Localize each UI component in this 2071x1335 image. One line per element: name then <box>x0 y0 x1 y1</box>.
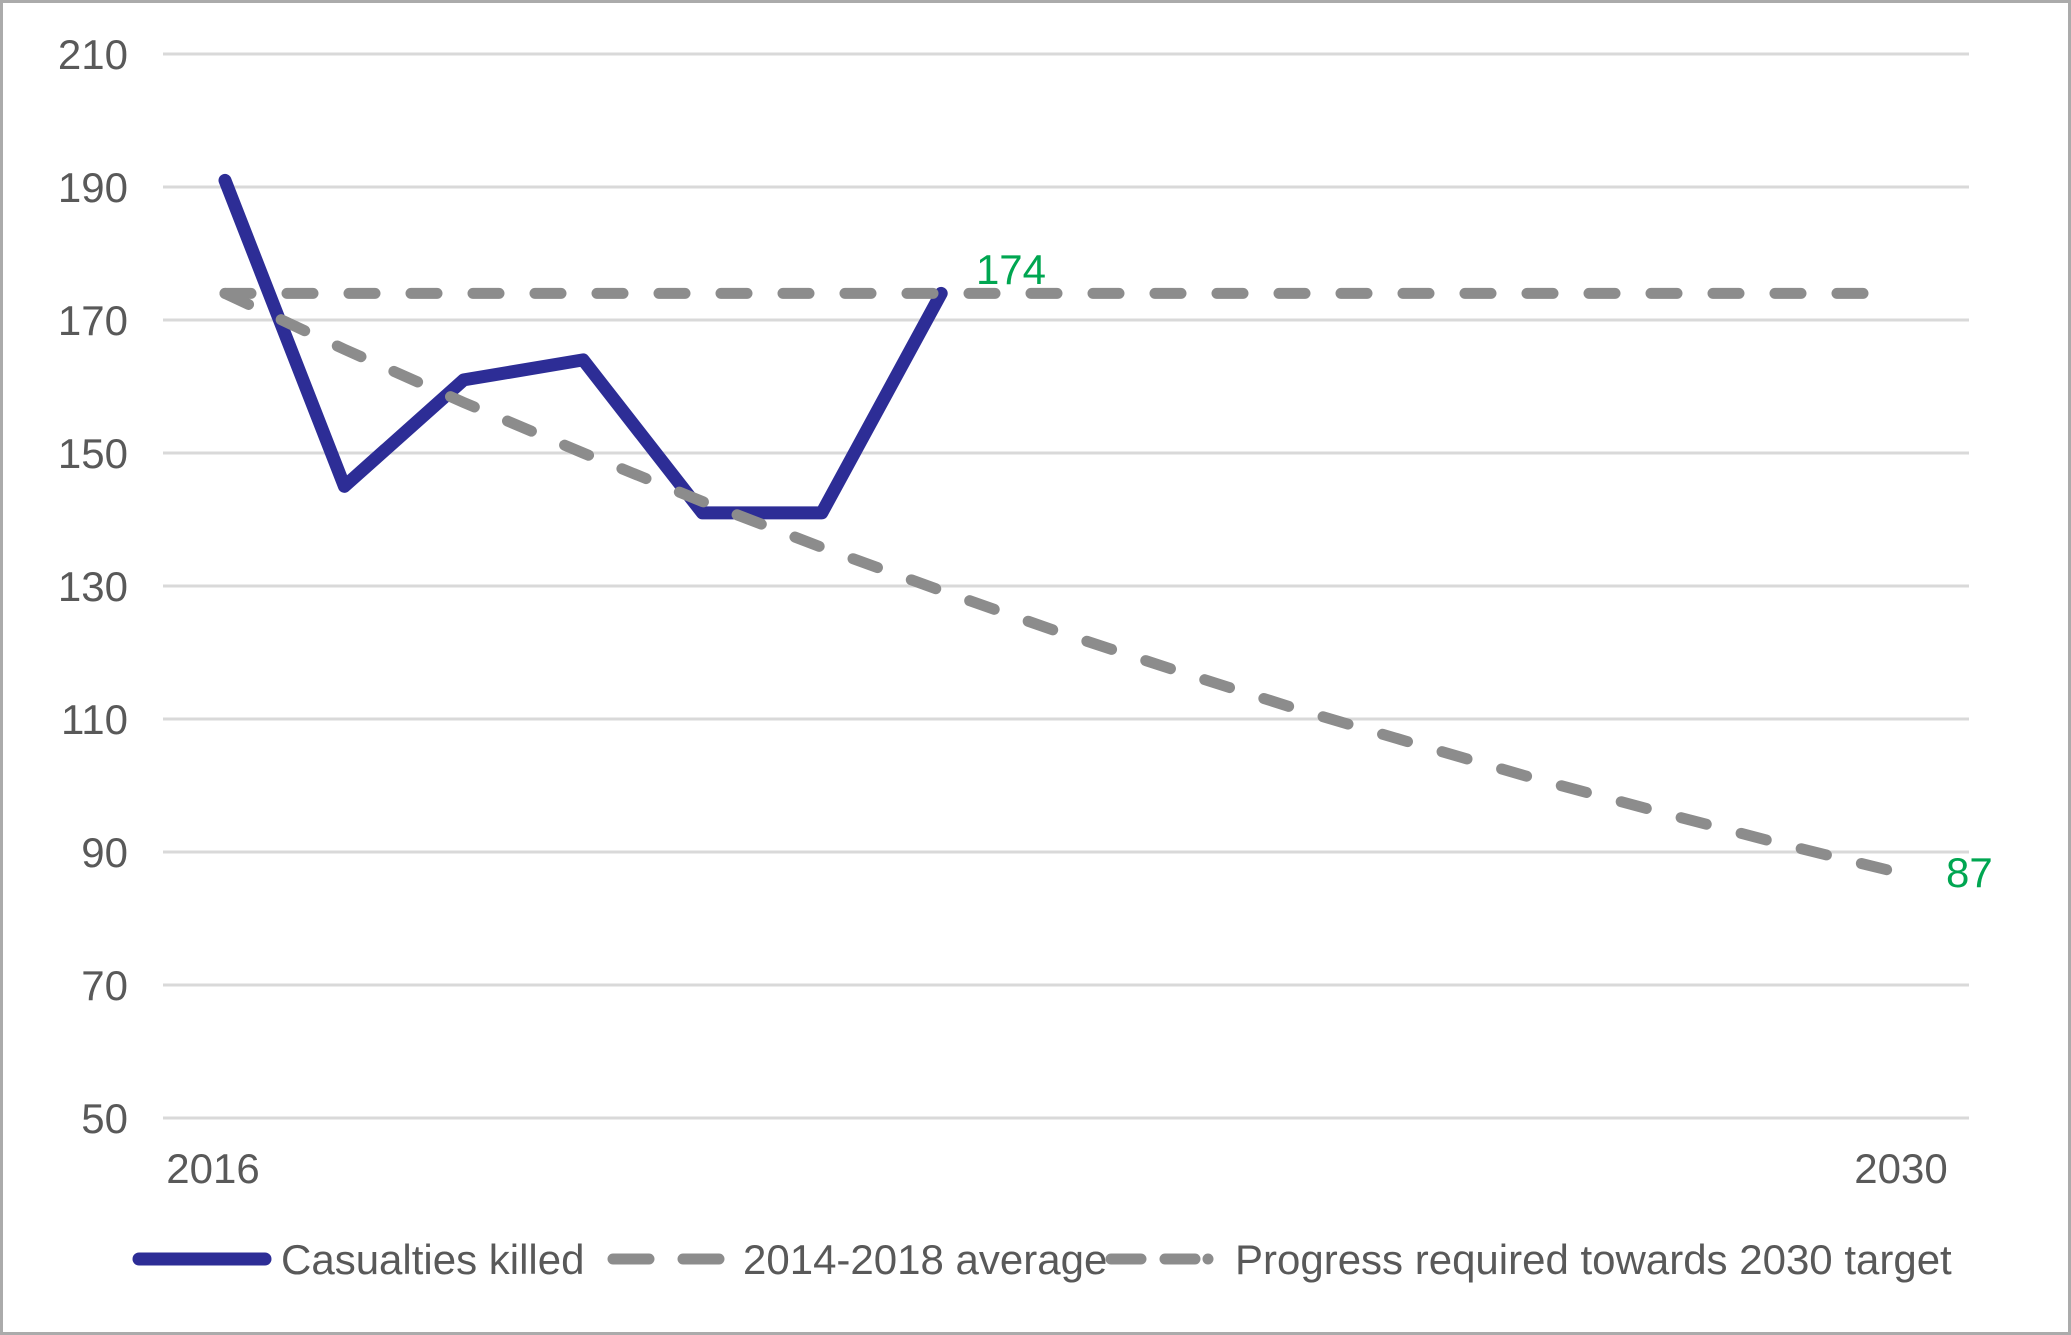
legend: Casualties killed 2014-2018 average Prog… <box>132 1236 1952 1283</box>
y-axis-tick-labels: 210 190 170 150 130 110 90 70 50 <box>58 31 128 1142</box>
y-tick-label: 210 <box>58 31 128 78</box>
legend-label-average: 2014-2018 average <box>743 1236 1107 1283</box>
casualties-line-chart: 210 190 170 150 130 110 90 70 50 2016 2030 174 8… <box>58 31 1993 1283</box>
x-tick-label-2016: 2016 <box>166 1145 259 1192</box>
y-tick-label: 170 <box>58 297 128 344</box>
target-value-label: 87 <box>1946 849 1993 896</box>
gridlines <box>163 52 1969 1120</box>
y-tick-label: 90 <box>81 829 128 876</box>
progress-required-line <box>219 287 1902 878</box>
legend-label-progress: Progress required towards 2030 target <box>1235 1236 1952 1283</box>
casualties-killed-line <box>218 173 948 520</box>
y-tick-label: 150 <box>58 430 128 477</box>
x-tick-label-2030: 2030 <box>1854 1145 1947 1192</box>
series-lines <box>218 173 1902 878</box>
y-tick-label: 50 <box>81 1095 128 1142</box>
y-tick-label: 190 <box>58 164 128 211</box>
y-tick-label: 130 <box>58 563 128 610</box>
legend-label-casualties: Casualties killed <box>281 1236 584 1283</box>
y-tick-label: 110 <box>61 696 128 743</box>
average-value-label: 174 <box>976 246 1046 293</box>
y-tick-label: 70 <box>81 962 128 1009</box>
